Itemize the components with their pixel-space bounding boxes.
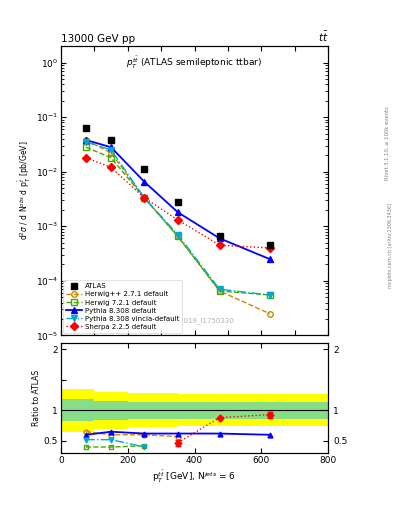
Sherpa 2.2.5 default [176,217,180,223]
Text: $p_T^{t\bar{t}}$ (ATLAS semileptonic ttbar): $p_T^{t\bar{t}}$ (ATLAS semileptonic ttb… [127,55,263,71]
Herwig 7.2.1 default [267,292,272,298]
Text: Rivet 3.1.10, ≥ 100k events: Rivet 3.1.10, ≥ 100k events [385,106,390,180]
Line: Pythia 8.308 default: Pythia 8.308 default [83,137,272,262]
Y-axis label: Ratio to ATLAS: Ratio to ATLAS [32,370,41,426]
Pythia 8.308 vincia-default [108,147,114,153]
Herwig++ 2.7.1 default [267,311,272,317]
ATLAS [176,199,180,205]
ATLAS [142,166,147,173]
Pythia 8.308 vincia-default [176,231,180,238]
Line: Herwig 7.2.1 default: Herwig 7.2.1 default [83,144,272,298]
ATLAS [108,137,114,143]
Line: ATLAS: ATLAS [83,125,273,248]
Text: ATLAS_2019_I1750330: ATLAS_2019_I1750330 [154,317,235,324]
Line: Pythia 8.308 vincia-default: Pythia 8.308 vincia-default [83,139,272,298]
Herwig 7.2.1 default [84,144,88,151]
Herwig++ 2.7.1 default [217,288,222,294]
Pythia 8.308 vincia-default [217,286,222,292]
Herwig 7.2.1 default [108,155,114,161]
Legend: ATLAS, Herwig++ 2.7.1 default, Herwig 7.2.1 default, Pythia 8.308 default, Pythi: ATLAS, Herwig++ 2.7.1 default, Herwig 7.… [63,280,182,333]
Pythia 8.308 vincia-default [267,292,272,298]
Herwig++ 2.7.1 default [142,195,147,201]
Herwig 7.2.1 default [142,195,147,201]
Text: $t\bar{t}$: $t\bar{t}$ [318,29,328,44]
Herwig++ 2.7.1 default [84,137,88,143]
Sherpa 2.2.5 default [142,195,147,201]
Pythia 8.308 default [267,256,272,262]
Herwig++ 2.7.1 default [108,150,114,156]
Sherpa 2.2.5 default [108,164,114,170]
Pythia 8.308 vincia-default [142,195,147,201]
ATLAS [84,125,88,131]
Line: Herwig++ 2.7.1 default: Herwig++ 2.7.1 default [83,137,272,316]
ATLAS [267,242,272,248]
Text: 13000 GeV pp: 13000 GeV pp [61,33,135,44]
Pythia 8.308 default [217,235,222,241]
Line: Sherpa 2.2.5 default: Sherpa 2.2.5 default [83,155,272,251]
Pythia 8.308 default [142,179,147,185]
Sherpa 2.2.5 default [267,245,272,251]
Text: mcplots.cern.ch [arXiv:1306.3436]: mcplots.cern.ch [arXiv:1306.3436] [387,203,393,288]
Pythia 8.308 default [84,137,88,143]
Sherpa 2.2.5 default [217,242,222,248]
Herwig++ 2.7.1 default [176,233,180,240]
Pythia 8.308 vincia-default [84,139,88,145]
Y-axis label: d$^2\sigma$ / d N$^{obs}$ d p$^{\bar{t}}_{T}$ [pb/GeV]: d$^2\sigma$ / d N$^{obs}$ d p$^{\bar{t}}… [17,141,33,241]
Pythia 8.308 default [176,209,180,216]
X-axis label: p$^{t\bar{t}}_{T}$ [GeV], N$^{jets}$ = 6: p$^{t\bar{t}}_{T}$ [GeV], N$^{jets}$ = 6 [152,469,237,485]
Pythia 8.308 default [108,144,114,151]
Herwig 7.2.1 default [217,288,222,294]
Herwig 7.2.1 default [176,233,180,240]
ATLAS [217,233,222,240]
Sherpa 2.2.5 default [84,155,88,161]
